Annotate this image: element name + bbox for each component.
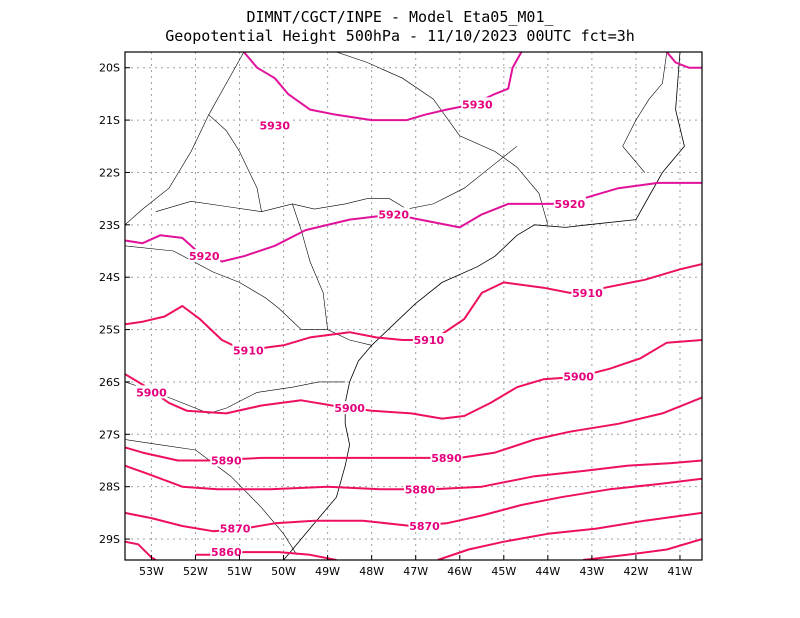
contour-label-bg	[408, 518, 441, 532]
contour-label-5870: 5870	[409, 520, 440, 533]
x-tick-label: 49W	[315, 565, 340, 578]
x-tick-label: 51W	[227, 565, 252, 578]
x-tick-label: 50W	[271, 565, 296, 578]
x-tick-label: 53W	[139, 565, 164, 578]
x-tick-label: 45W	[491, 565, 516, 578]
x-tick-label: 48W	[359, 565, 384, 578]
contour-5900	[125, 339, 702, 420]
state-border	[292, 146, 518, 210]
contour-label-bg	[333, 401, 366, 415]
contour-label-5880: 5880	[405, 483, 436, 496]
contour-label-5900: 5900	[563, 371, 594, 384]
contour-5890	[125, 396, 702, 462]
y-tick-label: 23S	[99, 219, 120, 232]
contour-label-5920: 5920	[378, 208, 409, 221]
contour-label-bg	[258, 118, 291, 132]
contour-5860	[195, 551, 337, 560]
x-tick-label: 42W	[623, 565, 648, 578]
plot-frame	[124, 51, 703, 561]
state-border	[125, 52, 245, 226]
state-border	[622, 52, 668, 173]
contour-labels: 5930 5930 5920 5920 5920 5910 5910 5910 5900 5900…	[135, 97, 604, 559]
state-border	[208, 114, 262, 212]
axis-ticks: 53W 52W 51W 50W 49W 48W 47W 46W 45W 44W 43W 42W 41W 2…	[99, 62, 693, 578]
contour-label-bg	[232, 343, 265, 357]
y-tick-label: 29S	[99, 533, 120, 546]
contour-label-bg	[412, 333, 445, 347]
y-tick-label: 24S	[99, 271, 120, 284]
contour-5870	[125, 477, 702, 533]
contour-label-5920: 5920	[555, 198, 586, 211]
contour-label-5890: 5890	[431, 452, 462, 465]
contour-label-5860: 5860	[211, 546, 242, 559]
contour-label-bg	[188, 249, 221, 263]
contour-label-bg	[219, 521, 252, 535]
geography-layer	[125, 52, 685, 560]
y-tick-label: 20S	[99, 62, 120, 75]
contour-label-bg	[562, 369, 595, 383]
state-border	[292, 203, 328, 330]
coastline	[283, 52, 685, 560]
grid-lines	[125, 52, 702, 560]
y-tick-label: 21S	[99, 114, 120, 127]
contour-5930	[666, 52, 702, 69]
title-line-2: Geopotential Height 500hPa - 11/10/2023 …	[165, 27, 635, 45]
y-tick-label: 26S	[99, 376, 120, 389]
y-tick-label: 27S	[99, 428, 120, 441]
contour-label-bg	[404, 482, 437, 496]
contour-5850	[582, 538, 702, 560]
y-tick-label: 28S	[99, 481, 120, 494]
contour-label-5900: 5900	[334, 402, 365, 415]
contour-label-5900: 5900	[136, 386, 167, 399]
y-tick-label: 22S	[99, 166, 120, 179]
contour-label-5930: 5930	[259, 119, 290, 132]
contour-5860	[437, 511, 702, 560]
contour-label-bg	[210, 545, 243, 559]
contour-label-5910: 5910	[233, 345, 264, 358]
state-border	[336, 52, 549, 225]
state-border	[125, 439, 298, 555]
contour-label-bg	[461, 97, 494, 111]
x-tick-label: 46W	[447, 565, 472, 578]
contour-label-5910: 5910	[414, 334, 445, 347]
contour-label-5890: 5890	[211, 454, 242, 467]
contour-label-5920: 5920	[189, 250, 220, 263]
contour-label-bg	[571, 285, 604, 299]
x-tick-label: 44W	[535, 565, 560, 578]
contour-label-5910: 5910	[572, 287, 603, 300]
x-tick-label: 43W	[579, 565, 604, 578]
contour-5930	[243, 52, 523, 122]
contour-label-5870: 5870	[220, 523, 251, 536]
contour-label-bg	[553, 196, 586, 210]
x-tick-label: 52W	[183, 565, 208, 578]
contour-label-bg	[430, 450, 463, 464]
state-border	[155, 200, 293, 213]
state-border	[125, 245, 372, 346]
contour-label-bg	[377, 207, 410, 221]
x-tick-label: 47W	[403, 565, 428, 578]
contour-label-5930: 5930	[462, 98, 493, 111]
contour-label-bg	[135, 385, 168, 399]
contour-5860	[125, 540, 157, 560]
title-line-1: DIMNT/CGCT/INPE - Model Eta05_M01_	[246, 8, 554, 26]
contour-label-bg	[210, 453, 243, 467]
x-tick-label: 41W	[668, 565, 693, 578]
y-tick-label: 25S	[99, 324, 120, 337]
